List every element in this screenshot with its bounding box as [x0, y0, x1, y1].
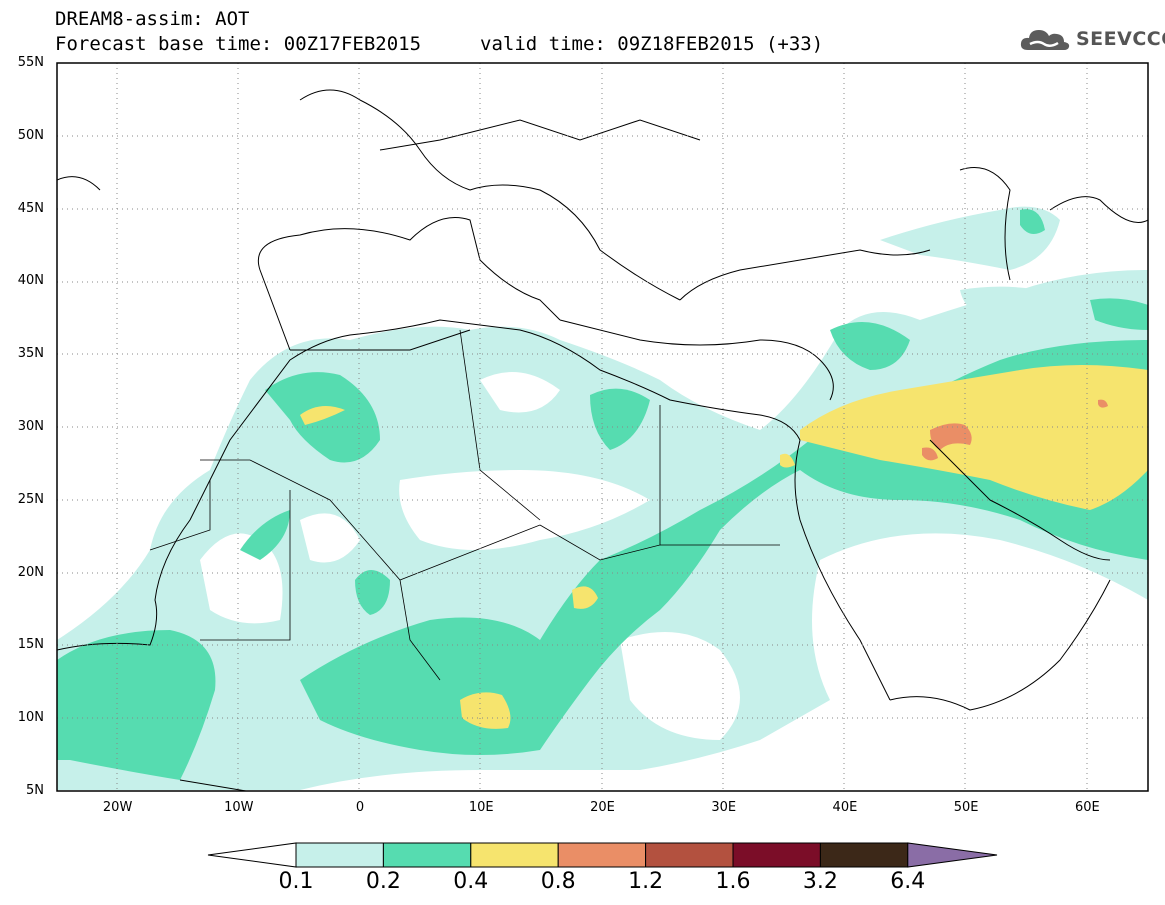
lon-label: 10E — [468, 800, 494, 815]
colorbar-label: 0.1 — [278, 869, 314, 894]
aot-field — [57, 206, 1148, 790]
lat-label: 40N — [17, 273, 44, 289]
lon-label: 30E — [711, 800, 737, 815]
lon-label: 20W — [102, 800, 133, 815]
colorbar-under-triangle — [207, 842, 297, 868]
logo-text: SEEVCCC — [1076, 28, 1165, 50]
country-borders — [149, 329, 780, 681]
lat-label: 35N — [17, 346, 44, 362]
lon-label: 10W — [224, 800, 254, 815]
colorbar-label: 0.2 — [365, 869, 401, 894]
colorbar — [207, 842, 998, 868]
colorbar-label: 1.6 — [715, 869, 751, 894]
lat-label: 55N — [17, 55, 44, 70]
aot-band-0.8 — [922, 399, 1108, 461]
lat-label: 30N — [17, 419, 44, 434]
seevccc-logo: SEEVCCC — [1018, 24, 1165, 54]
lon-label: 0 — [355, 800, 365, 815]
lon-label: 20E — [590, 800, 615, 815]
lat-label: 10N — [17, 710, 44, 726]
colorbar-label: 0.8 — [540, 869, 576, 894]
lat-label: 45N — [17, 200, 44, 216]
colorbar-label: 1.2 — [628, 869, 664, 894]
cloud-logo-icon — [1020, 30, 1070, 50]
lat-label: 25N — [17, 491, 44, 507]
lon-label: 40E — [832, 800, 858, 815]
colorbar-segment — [645, 842, 734, 868]
colorbar-label: 3.2 — [802, 869, 838, 894]
aot-band-0.4 — [300, 365, 1148, 729]
colorbar-over-triangle — [907, 842, 998, 868]
colorbar-segment — [295, 842, 384, 868]
lon-label: 60E — [1074, 800, 1100, 815]
coastlines — [57, 89, 1148, 791]
lat-label: 50N — [17, 127, 44, 143]
colorbar-label: 6.4 — [890, 869, 926, 894]
map-frame — [56, 62, 1149, 792]
lat-label: 20N — [17, 564, 44, 580]
lat-label: 15N — [17, 637, 44, 653]
colorbar-segment — [470, 842, 559, 868]
aot-gap — [200, 372, 1148, 790]
lat-label: 5N — [26, 783, 44, 798]
colorbar-label: 0.4 — [453, 869, 489, 894]
grid-lines — [57, 63, 1148, 791]
colorbar-segment — [557, 842, 647, 868]
map-title: DREAM8-assim: AOT — [55, 8, 250, 30]
valid-time: valid time: 09Z18FEB2015 (+33) — [480, 33, 824, 55]
colorbar-segment — [732, 842, 821, 868]
forecast-base-time: Forecast base time: 00Z17FEB2015 — [55, 33, 422, 55]
colorbar-segment — [819, 842, 909, 868]
lon-label: 50E — [953, 800, 979, 815]
colorbar-segment — [382, 842, 472, 868]
